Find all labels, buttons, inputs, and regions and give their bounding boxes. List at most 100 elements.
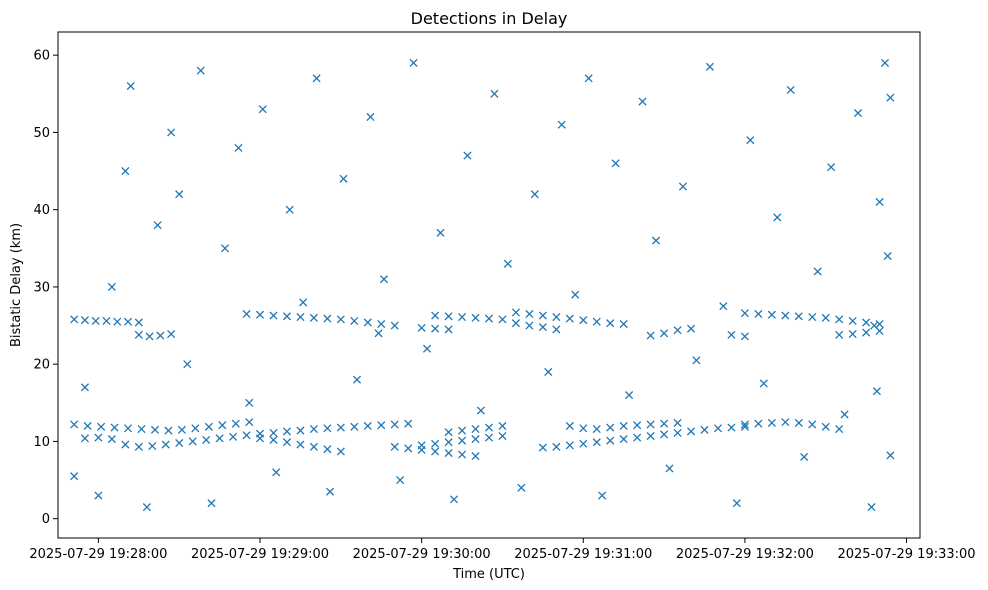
data-point-marker bbox=[323, 424, 332, 433]
data-point-marker bbox=[323, 314, 332, 323]
data-point-marker bbox=[853, 109, 863, 118]
data-point-marker bbox=[848, 316, 857, 325]
data-point-marker bbox=[633, 421, 642, 430]
data-point-marker bbox=[137, 425, 146, 434]
x-tick-label: 2025-07-29 19:29:00 bbox=[191, 547, 329, 562]
x-tick-label: 2025-07-29 19:31:00 bbox=[514, 547, 652, 562]
chart-title: Detections in Delay bbox=[411, 9, 568, 28]
data-point-marker bbox=[544, 367, 553, 376]
data-point-marker bbox=[191, 424, 200, 433]
x-tick-label: 2025-07-29 19:32:00 bbox=[676, 547, 814, 562]
data-point-marker bbox=[686, 324, 696, 333]
data-point-marker bbox=[218, 421, 227, 430]
data-point-marker bbox=[700, 425, 709, 434]
data-point-marker bbox=[705, 62, 714, 71]
data-point-marker bbox=[538, 443, 547, 452]
data-point-marker bbox=[150, 425, 160, 434]
data-point-marker bbox=[153, 221, 162, 230]
data-point-marker bbox=[269, 311, 278, 320]
data-point-marker bbox=[242, 431, 251, 440]
data-point-marker bbox=[323, 445, 332, 454]
data-point-marker bbox=[167, 329, 176, 339]
data-point-marker bbox=[379, 275, 389, 284]
data-point-marker bbox=[285, 205, 294, 214]
data-point-marker bbox=[363, 318, 372, 327]
data-point-marker bbox=[638, 97, 647, 106]
data-point-marker bbox=[660, 419, 669, 428]
data-point-marker bbox=[431, 324, 440, 333]
data-point-marker bbox=[282, 312, 292, 321]
data-point-marker bbox=[350, 316, 359, 325]
data-point-marker bbox=[336, 447, 345, 456]
data-point-marker bbox=[296, 426, 305, 435]
data-point-marker bbox=[390, 442, 399, 451]
data-point-marker bbox=[188, 437, 197, 446]
data-point-marker bbox=[80, 383, 89, 392]
data-point-marker bbox=[258, 105, 267, 114]
data-point-marker bbox=[431, 311, 440, 320]
y-tick-label: 0 bbox=[42, 512, 50, 527]
data-point-marker bbox=[110, 423, 119, 432]
data-point-marker bbox=[565, 421, 574, 431]
data-point-marker bbox=[538, 323, 547, 332]
data-point-marker bbox=[565, 441, 574, 450]
data-point-marker bbox=[840, 410, 849, 419]
data-point-marker bbox=[377, 421, 386, 430]
data-point-marker bbox=[835, 425, 844, 434]
data-point-marker bbox=[255, 434, 265, 443]
data-point-marker bbox=[70, 472, 79, 481]
data-point-marker bbox=[471, 425, 480, 434]
data-point-marker bbox=[134, 318, 143, 327]
data-point-marker bbox=[673, 418, 682, 427]
y-tick-label: 40 bbox=[33, 203, 50, 218]
data-point-marker bbox=[471, 452, 480, 461]
data-point-marker bbox=[794, 418, 803, 427]
data-point-marker bbox=[309, 313, 318, 322]
data-point-marker bbox=[646, 420, 655, 429]
data-point-marker bbox=[808, 420, 817, 429]
data-point-marker bbox=[552, 313, 561, 322]
data-point-marker bbox=[821, 422, 830, 431]
data-point-marker bbox=[444, 312, 453, 321]
data-point-marker bbox=[875, 197, 884, 207]
data-point-marker bbox=[458, 313, 467, 322]
data-point-marker bbox=[490, 89, 499, 98]
data-point-marker bbox=[870, 321, 879, 330]
data-points bbox=[70, 58, 895, 512]
data-point-marker bbox=[202, 435, 211, 444]
data-point-marker bbox=[552, 325, 561, 334]
y-axis-title: Bistatic Delay (km) bbox=[9, 223, 24, 347]
y-tick-label: 10 bbox=[33, 435, 50, 450]
data-point-marker bbox=[234, 143, 243, 152]
data-point-marker bbox=[862, 318, 871, 327]
data-point-marker bbox=[107, 435, 116, 444]
data-point-marker bbox=[336, 315, 345, 324]
data-point-marker bbox=[167, 128, 176, 137]
data-point-marker bbox=[619, 421, 628, 431]
data-point-marker bbox=[511, 319, 520, 328]
data-point-marker bbox=[220, 244, 230, 253]
x-tick-label: 2025-07-29 19:33:00 bbox=[837, 547, 975, 562]
data-point-marker bbox=[207, 499, 216, 508]
data-point-marker bbox=[786, 85, 795, 94]
data-point-marker bbox=[579, 316, 588, 325]
data-point-marker bbox=[476, 406, 485, 415]
data-point-marker bbox=[813, 267, 822, 276]
data-point-marker bbox=[204, 422, 213, 431]
data-point-marker bbox=[449, 495, 459, 504]
data-point-marker bbox=[312, 74, 321, 83]
data-point-marker bbox=[352, 375, 362, 384]
data-point-marker bbox=[444, 325, 453, 334]
data-point-marker bbox=[282, 427, 292, 436]
data-point-marker bbox=[431, 447, 440, 456]
data-point-marker bbox=[727, 423, 736, 432]
data-point-marker bbox=[530, 190, 539, 199]
data-point-marker bbox=[848, 329, 857, 339]
data-point-marker bbox=[484, 433, 494, 442]
data-point-marker bbox=[458, 436, 467, 445]
data-point-marker bbox=[245, 418, 254, 427]
data-point-marker bbox=[619, 435, 628, 444]
data-point-marker bbox=[156, 331, 165, 340]
data-point-marker bbox=[444, 428, 453, 437]
